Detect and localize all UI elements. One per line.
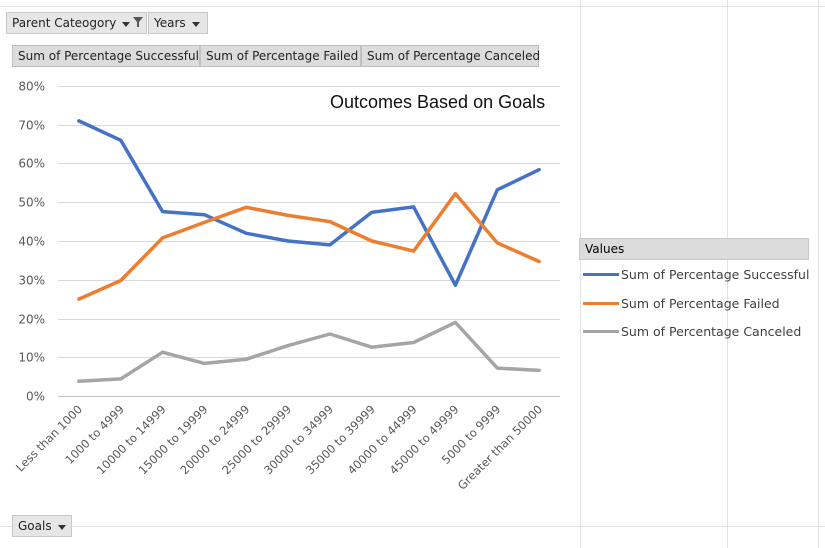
y-tick-label: 80% — [18, 80, 45, 94]
y-tick-label: 0% — [26, 390, 45, 404]
data-point — [202, 213, 206, 217]
series-line-1 — [77, 191, 541, 301]
y-tick-label: 50% — [18, 196, 45, 210]
data-point — [495, 188, 499, 192]
data-point — [328, 243, 332, 247]
legend-item-failed: Sum of Percentage Failed — [583, 296, 780, 311]
legend-label-failed: Sum of Percentage Failed — [621, 296, 780, 311]
goals-filter-button[interactable]: Goals — [12, 515, 72, 537]
parent-category-label: Parent Cateogory — [12, 16, 117, 30]
years-filter-button[interactable]: Years — [148, 12, 208, 34]
data-point — [370, 239, 374, 243]
data-point — [412, 249, 416, 253]
filter-funnel-icon — [132, 16, 144, 31]
data-point — [202, 361, 206, 365]
legend-label-successful: Sum of Percentage Successful — [621, 267, 810, 282]
data-point — [244, 231, 248, 235]
data-point — [537, 368, 541, 372]
data-point — [328, 220, 332, 224]
dropdown-arrow-icon — [57, 519, 66, 533]
y-tick-label: 20% — [18, 313, 45, 327]
data-point — [495, 366, 499, 370]
legend-label-canceled: Sum of Percentage Canceled — [621, 324, 802, 339]
data-point — [286, 213, 290, 217]
data-point — [495, 241, 499, 245]
data-point — [286, 239, 290, 243]
data-point — [161, 210, 165, 214]
data-point — [453, 320, 457, 324]
value-header-failed[interactable]: Sum of Percentage Failed — [200, 45, 361, 67]
value-header-successful[interactable]: Sum of Percentage Successful — [12, 45, 200, 67]
y-tick-label: 40% — [18, 235, 45, 249]
years-label: Years — [154, 16, 186, 30]
value-header-canceled[interactable]: Sum of Percentage Canceled — [361, 45, 540, 67]
data-point — [453, 283, 457, 287]
data-point — [119, 138, 123, 142]
data-point — [244, 357, 248, 361]
y-tick-label: 60% — [18, 157, 45, 171]
dropdown-arrow-icon — [191, 16, 200, 30]
data-point — [119, 279, 123, 283]
data-point — [161, 236, 165, 240]
y-tick-label: 30% — [18, 274, 45, 288]
data-point — [370, 210, 374, 214]
y-tick-label: 10% — [18, 351, 45, 365]
goals-label: Goals — [18, 519, 52, 533]
legend-item-successful: Sum of Percentage Successful — [583, 267, 809, 282]
legend-item-canceled: Sum of Percentage Canceled — [583, 324, 801, 339]
legend-swatch-successful — [583, 273, 619, 276]
data-point — [119, 377, 123, 381]
data-point — [77, 119, 81, 123]
data-point — [412, 341, 416, 345]
chart-title: Outcomes Based on Goals — [330, 92, 546, 112]
data-point — [286, 344, 290, 348]
series-line-0 — [77, 119, 541, 287]
data-point — [202, 220, 206, 224]
data-point — [453, 192, 457, 196]
data-point — [77, 379, 81, 383]
series-line-2 — [77, 320, 541, 384]
data-point — [412, 205, 416, 209]
data-point — [537, 260, 541, 264]
legend-title: Values — [579, 238, 809, 260]
data-point — [161, 350, 165, 354]
parent-category-filter-button[interactable]: Parent Cateogory — [6, 12, 147, 34]
legend-swatch-failed — [583, 302, 619, 305]
data-point — [244, 205, 248, 209]
x-tick-label: Greater than 50000 — [455, 402, 545, 492]
data-point — [328, 332, 332, 336]
dropdown-arrow-icon — [122, 16, 131, 30]
data-point — [77, 297, 81, 301]
data-point — [370, 345, 374, 349]
data-point — [537, 168, 541, 172]
legend-swatch-canceled — [583, 330, 619, 333]
y-tick-label: 70% — [18, 119, 45, 133]
